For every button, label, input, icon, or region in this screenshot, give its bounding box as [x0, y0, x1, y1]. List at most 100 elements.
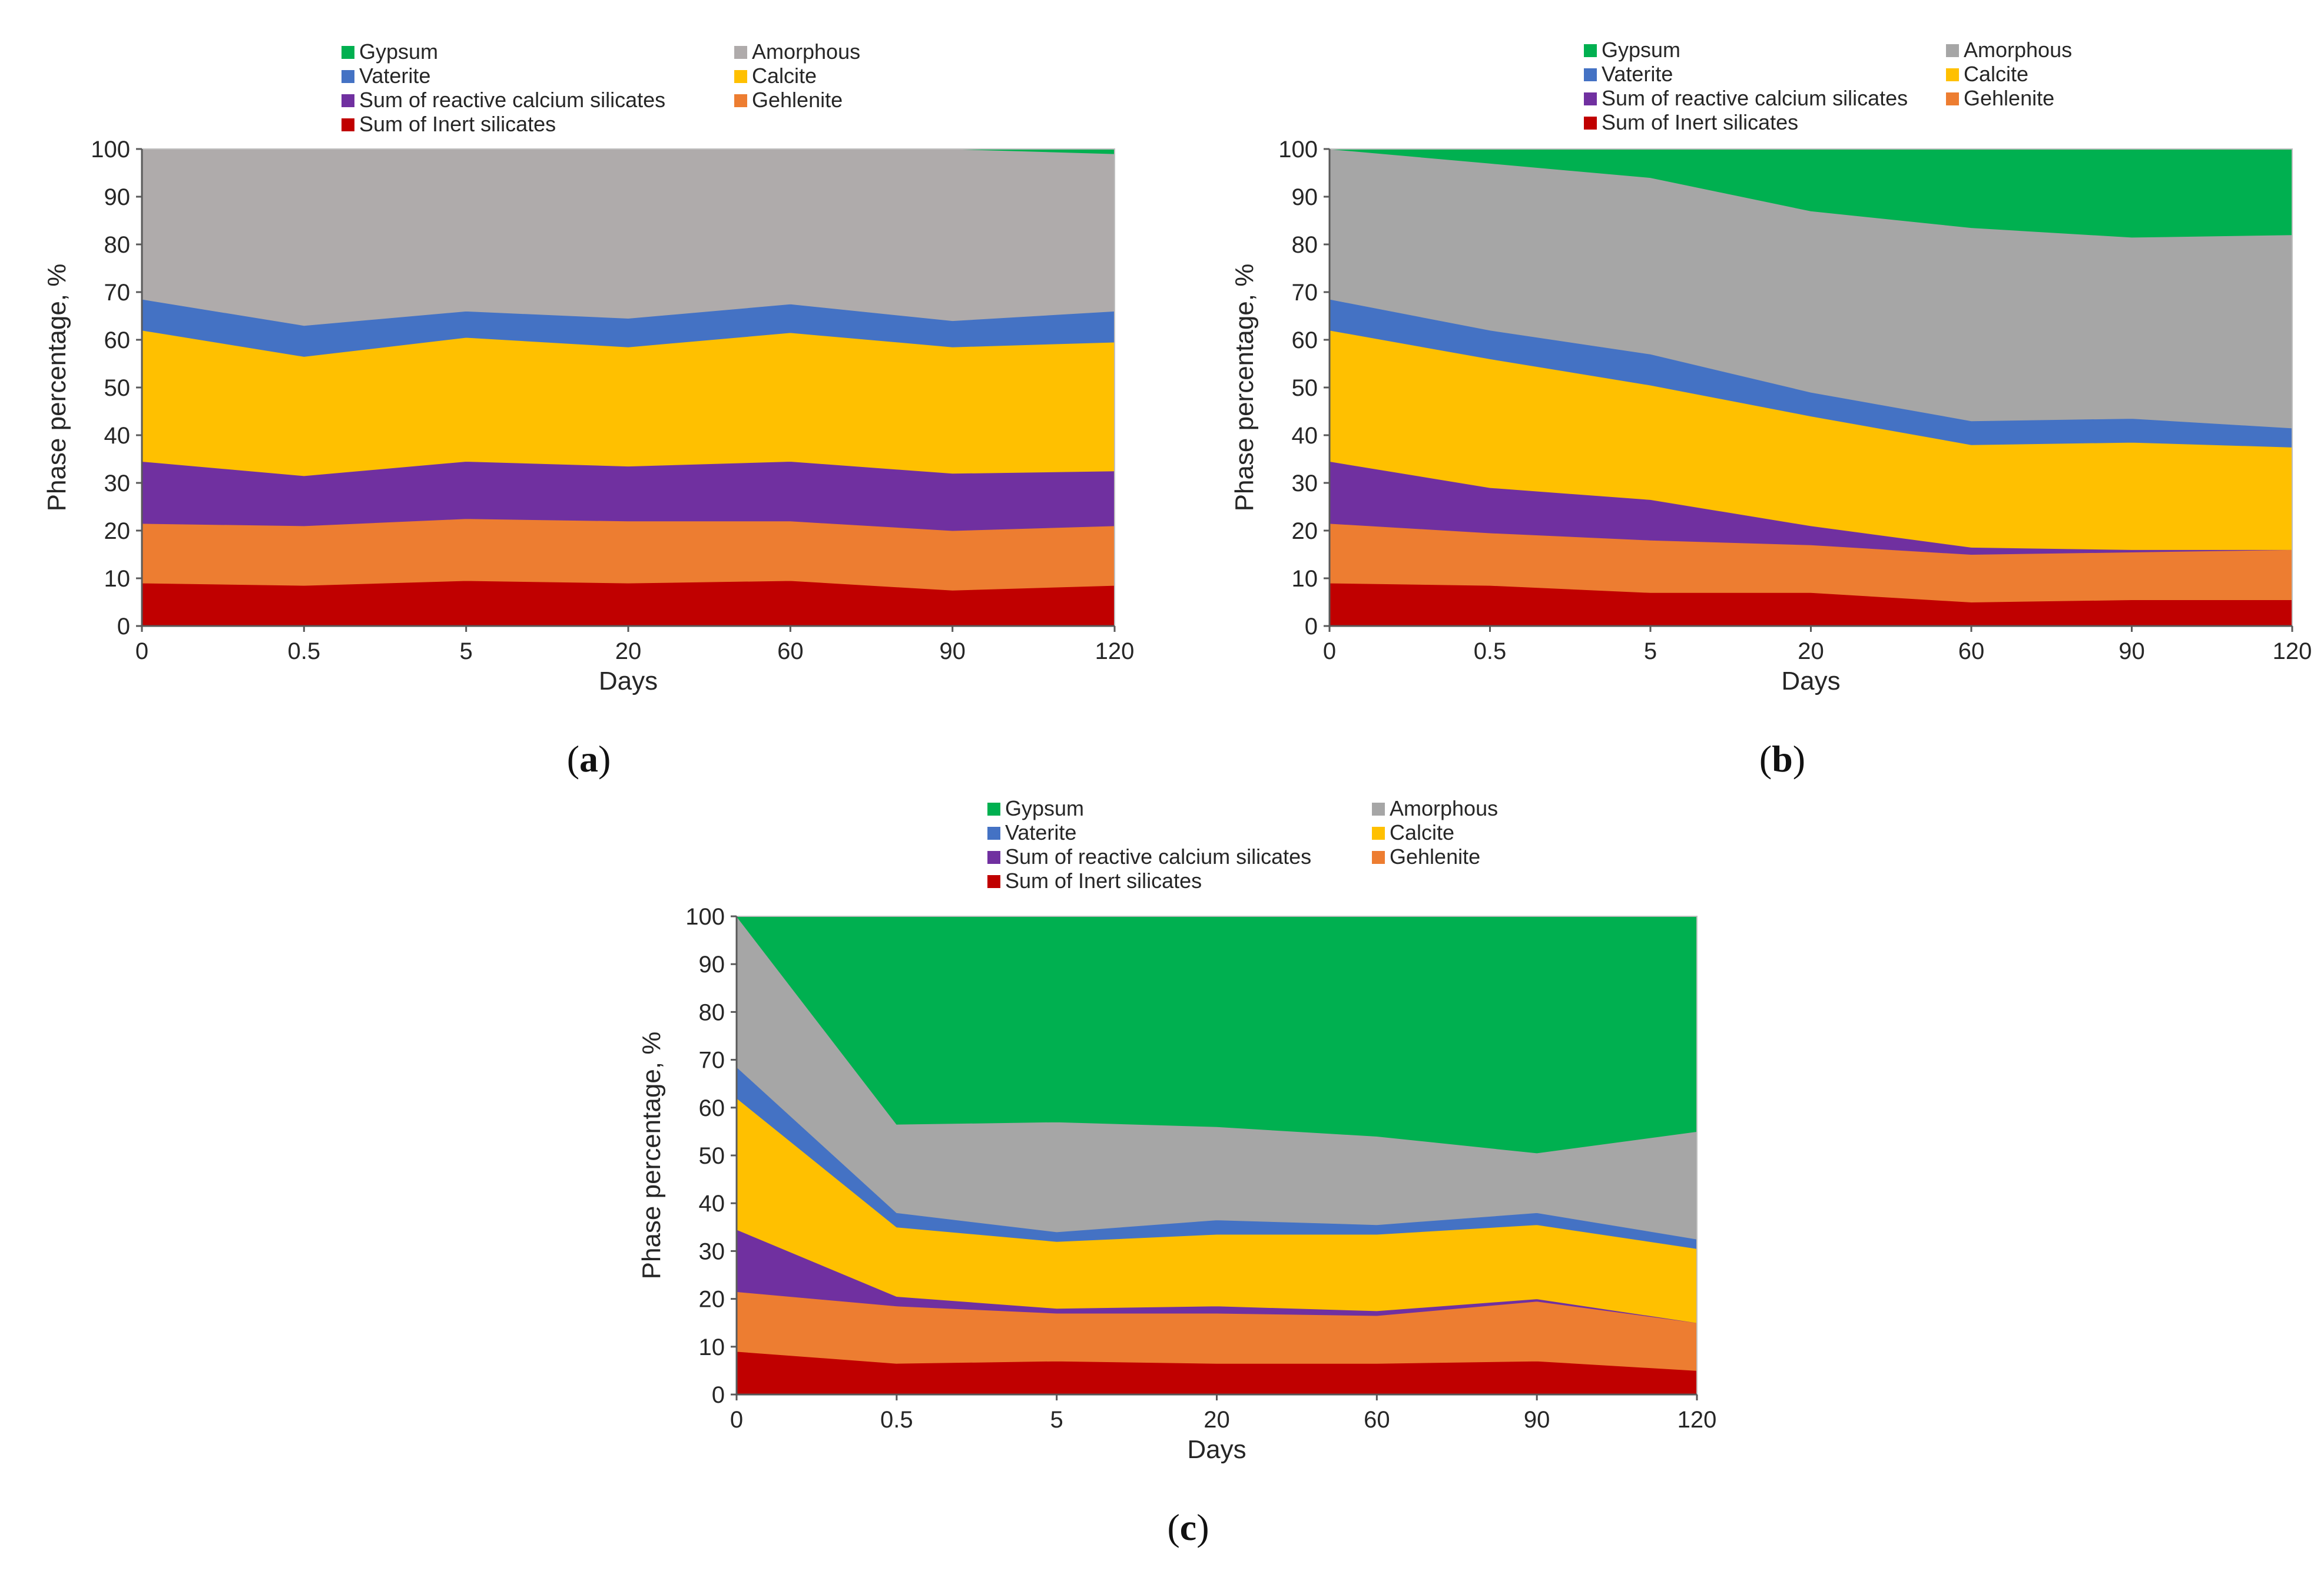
legend-label-calcite: Calcite — [1390, 820, 1454, 844]
y-tick-label: 0 — [117, 614, 130, 640]
y-tick-label: 10 — [104, 566, 131, 592]
y-tick-label: 0 — [1305, 614, 1318, 640]
legend-swatch-vaterite — [342, 70, 354, 83]
legend-swatch-gehlenite — [1372, 851, 1385, 864]
legend-label-sum-of-reactive-calcium-silicates: Sum of reactive calcium silicates — [1005, 844, 1311, 869]
y-tick-label: 10 — [699, 1334, 725, 1360]
y-tick-label: 90 — [104, 184, 131, 210]
legend-label-sum-of-reactive-calcium-silicates: Sum of reactive calcium silicates — [1602, 86, 1908, 110]
legend-label-gypsum: Gypsum — [1602, 38, 1680, 62]
y-tick-label: 20 — [699, 1287, 725, 1313]
legend-label-calcite: Calcite — [1964, 62, 2028, 86]
y-tick-label: 30 — [699, 1238, 725, 1264]
legend-swatch-sum-of-inert-silicates — [342, 118, 354, 131]
y-tick-label: 60 — [1292, 327, 1318, 353]
legend-swatch-amorphous — [1372, 803, 1385, 816]
legend-swatch-amorphous — [734, 46, 747, 59]
x-tick-label: 20 — [615, 638, 642, 664]
panel-a: 0 10 20 30 40 50 60 70 80 90 100 0 0.5 5 20 60 90 120 Days… — [42, 39, 1134, 780]
legend: Gypsum Amorphous Vaterite Calcite Sum of rea… — [342, 39, 860, 136]
x-tick-label: 90 — [2119, 638, 2145, 664]
y-tick-label: 80 — [104, 232, 131, 258]
x-axis-title: Days — [599, 667, 658, 695]
legend-label-gehlenite: Gehlenite — [1390, 844, 1480, 869]
y-tick-label: 50 — [104, 375, 131, 401]
y-tick-label: 50 — [1292, 375, 1318, 401]
y-tick-label: 10 — [1292, 566, 1318, 592]
area-amorphous — [141, 148, 1115, 326]
legend-label-gehlenite: Gehlenite — [1964, 86, 2054, 110]
y-tick-label: 100 — [91, 137, 130, 163]
legend-swatch-sum-of-inert-silicates — [987, 875, 1000, 888]
y-tick-label: 0 — [712, 1382, 725, 1408]
y-tick-label: 60 — [104, 327, 131, 353]
legend-label-vaterite: Vaterite — [1602, 62, 1673, 86]
x-tick-label: 0.5 — [1474, 638, 1507, 664]
y-tick-label: 70 — [1292, 280, 1318, 306]
x-tick-label: 60 — [1364, 1407, 1390, 1433]
legend-label-sum-of-reactive-calcium-silicates: Sum of reactive calcium silicates — [359, 88, 665, 112]
legend: Gypsum Amorphous Vaterite Calcite Sum of rea… — [987, 796, 1498, 893]
panel-label: (c) — [1167, 1506, 1209, 1548]
legend-label-amorphous: Amorphous — [1964, 38, 2072, 62]
legend-label-amorphous: Amorphous — [752, 39, 860, 64]
legend-swatch-sum-of-reactive-calcium-silicates — [1584, 92, 1597, 105]
x-tick-label: 0 — [135, 638, 148, 664]
x-tick-label: 20 — [1204, 1407, 1230, 1433]
y-tick-label: 50 — [699, 1143, 725, 1169]
legend-swatch-gehlenite — [1946, 92, 1959, 105]
legend-swatch-amorphous — [1946, 44, 1959, 57]
legend-swatch-gehlenite — [734, 94, 747, 107]
y-tick-label: 90 — [1292, 184, 1318, 210]
y-axis-title: Phase percentage, % — [637, 1032, 666, 1280]
legend-label-gehlenite: Gehlenite — [752, 88, 843, 112]
x-tick-label: 0 — [730, 1407, 743, 1433]
legend-label-calcite: Calcite — [752, 64, 817, 88]
x-tick-label: 5 — [460, 638, 473, 664]
legend-label-sum-of-inert-silicates: Sum of Inert silicates — [1005, 869, 1202, 893]
y-tick-label: 100 — [685, 904, 725, 930]
y-tick-label: 40 — [104, 423, 131, 449]
legend-swatch-calcite — [1372, 827, 1385, 840]
x-axis-title: Days — [1781, 667, 1840, 695]
legend-swatch-calcite — [734, 70, 747, 83]
y-tick-label: 80 — [699, 999, 725, 1025]
x-tick-label: 60 — [777, 638, 804, 664]
y-tick-label: 80 — [1292, 232, 1318, 258]
panel-label: (a) — [567, 738, 611, 780]
legend-swatch-calcite — [1946, 68, 1959, 81]
y-tick-label: 20 — [1292, 518, 1318, 544]
legend: Gypsum Amorphous Vaterite Calcite Sum of rea… — [1584, 38, 2072, 134]
legend-swatch-sum-of-reactive-calcium-silicates — [342, 94, 354, 107]
legend-label-sum-of-inert-silicates: Sum of Inert silicates — [1602, 110, 1798, 134]
x-tick-label: 0.5 — [880, 1407, 913, 1433]
legend-label-vaterite: Vaterite — [1005, 820, 1076, 844]
y-tick-label: 100 — [1278, 137, 1318, 163]
y-tick-label: 90 — [699, 952, 725, 978]
y-tick-label: 40 — [1292, 423, 1318, 449]
legend-label-amorphous: Amorphous — [1390, 796, 1498, 820]
x-tick-label: 5 — [1644, 638, 1657, 664]
x-tick-label: 0.5 — [288, 638, 321, 664]
legend-swatch-sum-of-reactive-calcium-silicates — [987, 851, 1000, 864]
y-tick-label: 40 — [699, 1191, 725, 1217]
panel-c: 0 10 20 30 40 50 60 70 80 90 100 0 0.5 5 20 60 90 120 Days… — [637, 796, 1716, 1548]
x-tick-label: 120 — [1095, 638, 1135, 664]
x-tick-label: 120 — [1677, 1407, 1717, 1433]
panel-b: 0 10 20 30 40 50 60 70 80 90 100 0 0.5 5 20 60 90 120 Days… — [1230, 38, 2312, 780]
legend-label-gypsum: Gypsum — [1005, 796, 1084, 820]
legend-swatch-vaterite — [987, 827, 1000, 840]
x-tick-label: 90 — [1524, 1407, 1550, 1433]
y-tick-label: 20 — [104, 518, 131, 544]
y-tick-label: 60 — [699, 1095, 725, 1121]
x-tick-label: 120 — [2273, 638, 2312, 664]
x-tick-label: 20 — [1798, 638, 1824, 664]
y-tick-label: 70 — [104, 280, 131, 306]
legend-swatch-gypsum — [1584, 44, 1597, 57]
y-axis-title: Phase percentage, % — [1230, 264, 1259, 512]
legend-swatch-gypsum — [987, 803, 1000, 816]
y-axis-title: Phase percentage, % — [42, 264, 71, 512]
legend-label-gypsum: Gypsum — [359, 39, 438, 64]
panel-label: (b) — [1759, 738, 1805, 780]
